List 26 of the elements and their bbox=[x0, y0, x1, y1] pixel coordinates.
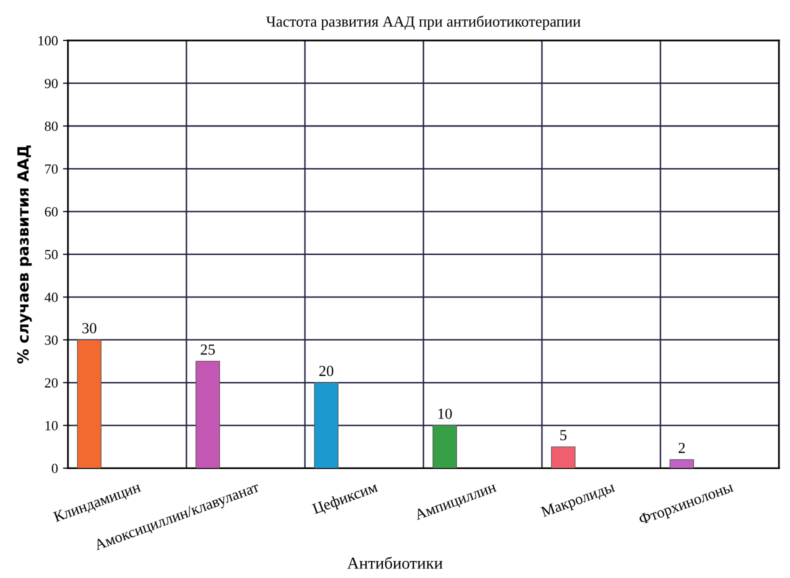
data-label: 25 bbox=[200, 344, 215, 355]
data-label: 20 bbox=[319, 366, 334, 376]
y-tick-label: 90 bbox=[44, 78, 58, 88]
bar bbox=[314, 382, 338, 468]
bar bbox=[77, 340, 102, 468]
y-tick-label: 20 bbox=[44, 378, 58, 388]
bar bbox=[432, 425, 457, 468]
bar bbox=[551, 446, 576, 468]
y-tick-label: 50 bbox=[45, 250, 58, 260]
data-label: 30 bbox=[82, 323, 96, 334]
y-tick-label: 70 bbox=[45, 164, 58, 174]
y-tick-label: 100 bbox=[38, 36, 58, 46]
data-label: 5 bbox=[560, 430, 566, 440]
x-axis-title: Антибиотики bbox=[347, 556, 443, 569]
bar bbox=[670, 459, 694, 468]
data-label: 10 bbox=[438, 408, 452, 419]
y-tick-label: 30 bbox=[44, 335, 58, 345]
y-tick-label: 60 bbox=[44, 207, 58, 217]
y-tick-label: 40 bbox=[44, 292, 58, 302]
chart-title: Частота развития ААД при антибиотикотерапии bbox=[266, 16, 580, 30]
y-tick-label: 0 bbox=[52, 464, 58, 474]
y-tick-label: 80 bbox=[44, 122, 58, 131]
y-tick-label: 10 bbox=[46, 420, 58, 430]
data-label: 2 bbox=[678, 442, 685, 453]
y-axis-title: % случаев развития ААД bbox=[17, 146, 32, 364]
bar bbox=[196, 360, 220, 468]
